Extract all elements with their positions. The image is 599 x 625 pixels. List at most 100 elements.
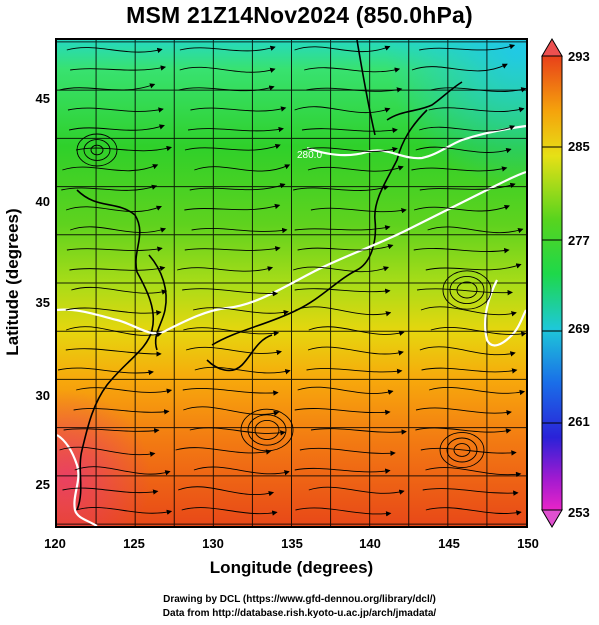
colorbar-label: 261 (568, 414, 590, 429)
streamline (189, 427, 286, 436)
streamline (294, 408, 391, 416)
streamline (419, 44, 516, 51)
y-axis-label: Latitude (degrees) (3, 208, 22, 356)
streamline (184, 143, 281, 151)
streamline (70, 65, 167, 71)
streamline (297, 386, 394, 395)
streamline (294, 288, 391, 294)
circulation-swirl (90, 144, 104, 156)
streamline (71, 286, 168, 295)
streamline (310, 428, 407, 435)
streamline (310, 207, 407, 214)
gridlines (57, 40, 526, 526)
streamline (419, 125, 516, 132)
streamline (293, 266, 390, 273)
x-tick-label: 125 (123, 536, 145, 551)
x-tick-label: 130 (202, 536, 224, 551)
streamline (419, 346, 516, 357)
streamline (184, 246, 281, 252)
x-axis-label: Longitude (degrees) (209, 558, 374, 577)
streamline (179, 66, 276, 73)
streamline (74, 466, 171, 476)
streamline (421, 367, 518, 374)
streamline (413, 204, 510, 212)
streamline (66, 326, 163, 338)
streamline (65, 348, 162, 357)
streamline (415, 407, 512, 416)
streamline (73, 407, 170, 415)
footer-credit-data: Data from http://database.rish.kyoto-u.a… (162, 608, 437, 619)
colorbar-bottom-arrow (541, 509, 563, 528)
streamline (177, 266, 274, 272)
streamline (183, 406, 280, 416)
streamlines (57, 44, 526, 517)
streamline (57, 367, 154, 376)
streamline (413, 248, 510, 254)
coastline-korea (148, 254, 167, 351)
streamline (307, 346, 404, 356)
streamline (182, 387, 279, 396)
streamline (65, 307, 162, 316)
streamline (306, 368, 403, 375)
streamline (429, 387, 526, 396)
streamline (308, 486, 405, 495)
streamline (190, 106, 287, 112)
streamline (62, 164, 159, 172)
map-canvas: 280.0 (57, 40, 526, 526)
streamline (184, 203, 281, 211)
colorbar-label: 277 (568, 233, 590, 248)
colorbar-label: 285 (568, 139, 590, 154)
streamline (294, 225, 391, 231)
streamline (415, 146, 512, 154)
streamline (62, 487, 159, 495)
streamline (61, 184, 158, 191)
streamline (68, 124, 165, 131)
streamline (293, 185, 390, 191)
circulation-swirl (76, 133, 118, 167)
streamline (193, 307, 290, 316)
y-tick-label: 25 (35, 477, 50, 492)
streamline (419, 182, 516, 191)
circulation-swirl (453, 443, 471, 457)
streamline (59, 446, 156, 457)
circulation-swirl (456, 281, 478, 299)
streamline (301, 146, 398, 153)
streamline (427, 226, 524, 234)
coastline-japan (211, 109, 428, 346)
circulation-swirl (442, 270, 492, 310)
streamline (294, 106, 391, 113)
coastline-china-korea (76, 189, 155, 511)
map-plot-area: 280.0 (55, 38, 528, 528)
streamline (428, 107, 525, 113)
contour-label-280: 280.0 (297, 150, 322, 161)
colorbar-label: 269 (568, 321, 590, 336)
streamline (430, 326, 526, 337)
x-tick-label: 120 (44, 536, 66, 551)
y-tick-label: 45 (35, 91, 50, 106)
chart-title: MSM 21Z14Nov2024 (850.0hPa) (126, 2, 473, 28)
streamline (76, 145, 172, 152)
streamline (420, 306, 517, 317)
streamline (295, 507, 392, 517)
circulation-swirl (446, 437, 478, 463)
streamline (65, 205, 162, 213)
y-tick-label: 40 (35, 194, 50, 209)
circulation-swirl (254, 419, 280, 441)
streamline (294, 467, 391, 474)
streamline (194, 366, 291, 375)
streamline (76, 387, 173, 394)
y-tick-label: 30 (35, 388, 50, 403)
circulation-swirl (247, 414, 287, 446)
streamline (178, 486, 275, 497)
streamline (179, 45, 276, 52)
colorbar-label: 293 (568, 49, 590, 64)
streamline (307, 165, 404, 172)
streamline (425, 467, 522, 478)
streamline (69, 265, 166, 272)
streamline (66, 47, 163, 54)
streamline (181, 507, 278, 516)
streamline (299, 447, 396, 456)
streamline (420, 447, 517, 456)
colorbar-top-arrow (541, 38, 563, 57)
streamline (70, 226, 167, 233)
